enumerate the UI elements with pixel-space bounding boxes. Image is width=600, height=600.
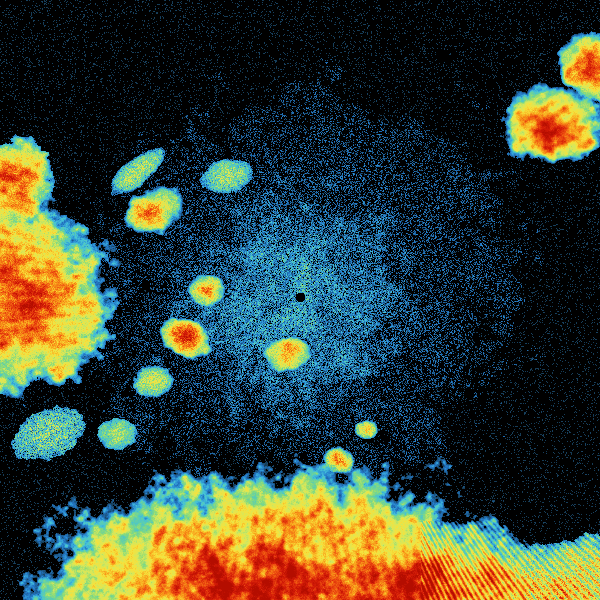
radar-image: Weather radar base reflectivity plan pos… — [0, 0, 600, 600]
radar-reflectivity-canvas — [0, 0, 600, 600]
